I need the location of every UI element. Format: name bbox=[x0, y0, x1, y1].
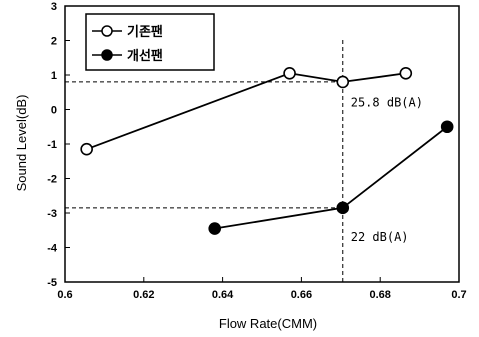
annotation-label: 25.8 dB(A) bbox=[351, 95, 423, 109]
series-1-point bbox=[283, 66, 296, 80]
y-tick-label: 0 bbox=[51, 105, 57, 117]
annotation-label: 22 dB(A) bbox=[351, 230, 409, 244]
annotations-layer: 25.8 dB(A) 22 dB(A) bbox=[351, 95, 423, 244]
y-axis-title: Sound Level(dB) bbox=[14, 95, 29, 192]
series-2-point bbox=[208, 222, 222, 235]
series-1-point bbox=[336, 75, 350, 89]
series-layer bbox=[80, 66, 454, 235]
legend-label-series-1: 기존팬 bbox=[127, 24, 163, 39]
series-2-point bbox=[440, 120, 454, 134]
y-tick-label: -2 bbox=[47, 174, 57, 186]
x-tick-label: 0.68 bbox=[369, 289, 390, 301]
y-tick-label: -1 bbox=[47, 139, 57, 151]
x-tick-label: 0.7 bbox=[451, 289, 466, 301]
ticks-layer: 0.6 0.62 0.64 0.66 0.68 0.7 -5 -4 -3 -2 -1 0 1 2 3 bbox=[47, 1, 466, 301]
y-tick-label: -4 bbox=[47, 243, 58, 255]
legend: 기존팬 개선팬 bbox=[85, 13, 215, 71]
y-tick-label: 1 bbox=[51, 70, 57, 82]
series-1-point bbox=[399, 66, 413, 80]
series-2-point bbox=[336, 201, 350, 215]
y-tick-label: -3 bbox=[47, 208, 57, 220]
y-tick-label: 2 bbox=[51, 36, 57, 48]
y-tick-label: -5 bbox=[47, 277, 57, 289]
series-line-2 bbox=[214, 126, 448, 230]
x-tick-label: 0.6 bbox=[57, 289, 72, 301]
legend-marker-series-2 bbox=[101, 49, 113, 61]
legend-label-series-2: 개선팬 bbox=[127, 48, 163, 63]
x-axis-title: Flow Rate(CMM) bbox=[219, 316, 317, 331]
legend-marker-series-1 bbox=[101, 25, 113, 37]
x-tick-label: 0.66 bbox=[291, 289, 312, 301]
x-tick-label: 0.62 bbox=[133, 289, 154, 301]
y-tick-label: 3 bbox=[51, 1, 57, 13]
reference-lines bbox=[65, 40, 344, 282]
series-line-1 bbox=[86, 72, 406, 151]
series-1-point bbox=[80, 142, 93, 156]
x-tick-label: 0.64 bbox=[212, 289, 234, 301]
